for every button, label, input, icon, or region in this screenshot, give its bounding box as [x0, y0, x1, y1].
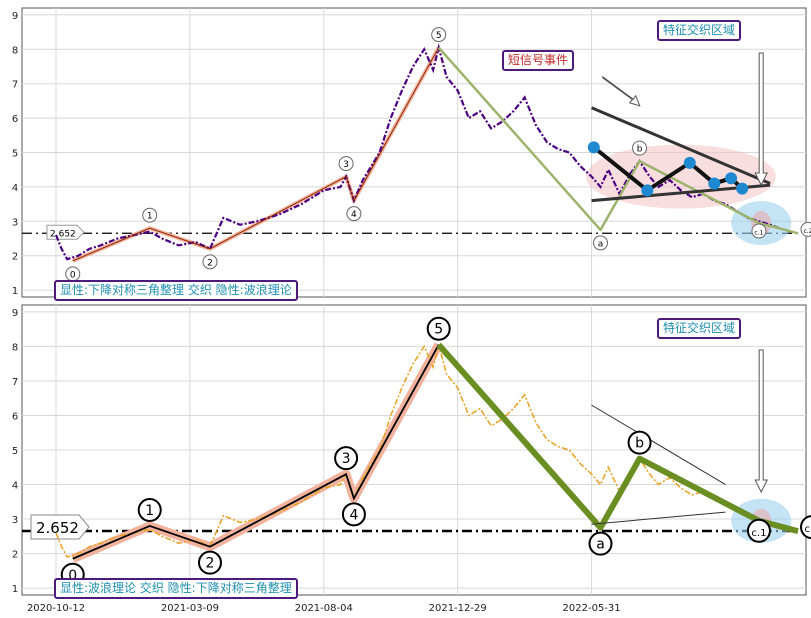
y-tick-label: 2	[12, 550, 18, 561]
zone-arrow	[754, 52, 768, 187]
x-tick-label: 2020-10-12	[27, 603, 85, 614]
wave-label: b	[635, 436, 644, 452]
wave-up-line	[72, 47, 440, 262]
wave-label-circle	[142, 207, 158, 223]
wave-label: 4	[349, 507, 358, 523]
y-tick-label: 4	[12, 481, 18, 492]
wave-label: c.2	[803, 228, 811, 235]
signal-arrow	[602, 75, 641, 107]
wave-label-circle	[341, 502, 366, 527]
wave-label: b	[637, 145, 643, 155]
y-tick-label: 5	[12, 149, 18, 160]
wave-down-line	[437, 46, 799, 235]
y-tick-label: 7	[12, 80, 18, 91]
wave-label: 3	[342, 451, 351, 467]
wave-label: c.2	[804, 524, 811, 535]
wave-label-circle	[800, 221, 811, 237]
reference-label: 2.652	[50, 229, 76, 239]
wave-label-circle	[593, 235, 609, 251]
y-tick-label: 9	[12, 11, 18, 22]
wave-label: 0	[68, 568, 77, 584]
wave-label-circle	[751, 223, 767, 239]
wave-label-circle	[137, 497, 162, 522]
wave-label: 1	[145, 503, 154, 519]
y-tick-label: 6	[12, 114, 18, 125]
signal-point	[736, 182, 749, 195]
signal-region	[585, 144, 776, 209]
price-series	[55, 344, 780, 558]
wave-label: c.1	[754, 230, 763, 237]
wave-label: a	[598, 239, 604, 249]
wave-label: 0	[70, 270, 76, 280]
wave-up-line	[72, 344, 440, 560]
wave-label-circle	[426, 316, 451, 341]
bottom-zone-annotation: 特征交织区域	[657, 318, 742, 339]
signal-point	[708, 177, 721, 190]
y-tick-label: 2	[12, 252, 18, 263]
triangle-upper-line	[591, 404, 726, 485]
wave-label-circle	[202, 254, 218, 270]
signal-point	[587, 141, 600, 154]
reference-label-arrow	[30, 514, 90, 540]
y-tick-label: 8	[12, 45, 18, 56]
wave-label-circle	[746, 518, 771, 543]
wave-label: a	[596, 537, 605, 553]
wave-label-circle	[338, 156, 354, 172]
wave-label-circle	[334, 446, 359, 471]
wave-label: 2	[206, 556, 215, 572]
panel-bottom: 1 2 3 4 5 6 7 8 9 2020-10-12 2021-03-09 2021-08-04 2…	[12, 304, 811, 614]
wave-label: 1	[147, 212, 153, 222]
y-tick-label: 5	[12, 446, 18, 457]
y-tick-label: 1	[12, 286, 18, 297]
top-caption: 显性:下降对称三角整理 交织 隐性:波浪理论	[54, 280, 298, 301]
wave-label: 3	[343, 160, 349, 170]
wave-label: c.1	[751, 528, 766, 539]
wave-label-circle	[627, 430, 652, 455]
triangle-lower-line	[591, 511, 726, 525]
bottom-caption: 显性:波浪理论 交织 隐性:下降对称三角整理	[54, 578, 298, 599]
x-tick-label: 2021-12-29	[429, 603, 487, 614]
top-zone-annotation: 特征交织区域	[657, 20, 742, 41]
y-tick-label: 9	[12, 308, 18, 319]
wave-label-circle	[197, 550, 222, 575]
y-tick-label: 3	[12, 217, 18, 228]
y-tick-label: 4	[12, 183, 18, 194]
y-tick-label: 6	[12, 411, 18, 422]
wave-label-circle	[346, 206, 362, 222]
triangle-upper-line	[590, 106, 771, 185]
wave-label-circle	[632, 140, 648, 156]
reference-label: 2.652	[36, 519, 79, 537]
top-signal-annotation: 短信号事件	[502, 50, 575, 71]
wave-label-circle	[431, 27, 447, 43]
wave-label: 2	[207, 258, 213, 268]
x-tick-label: 2022-05-31	[563, 603, 621, 614]
panel-top: 1 2 3 4 5 6 7 8 9 2.652 0 1 2 3 4 5 a b c.1 c.2	[12, 7, 811, 298]
x-tick-label: 2021-08-04	[295, 603, 353, 614]
wave-label: 5	[434, 322, 443, 338]
wave-down-line	[436, 342, 799, 535]
wave-label: 5	[436, 31, 442, 41]
y-tick-label: 1	[12, 584, 18, 595]
x-tick-label: 2021-03-09	[161, 603, 219, 614]
wave-label-circle	[800, 515, 811, 540]
signal-point	[641, 184, 654, 197]
wave-label: 4	[351, 210, 357, 220]
wave-label-circle	[588, 531, 613, 556]
y-tick-label: 3	[12, 515, 18, 526]
price-series	[54, 43, 780, 261]
signal-point	[725, 172, 738, 185]
signal-point	[683, 156, 696, 169]
y-tick-label: 8	[12, 342, 18, 353]
y-tick-label: 7	[12, 377, 18, 388]
zone-arrow	[754, 349, 768, 494]
